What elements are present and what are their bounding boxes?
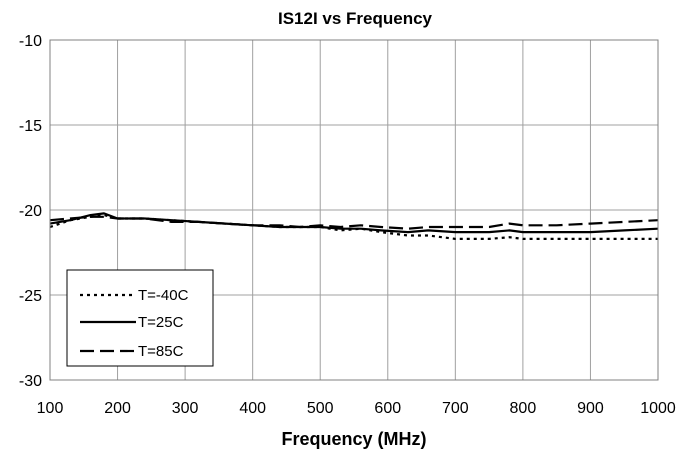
y-tick-label: -25 xyxy=(19,288,42,305)
x-tick-label: 500 xyxy=(307,400,334,417)
y-tick-label: -15 xyxy=(19,118,42,135)
y-tick-label: -20 xyxy=(19,203,42,220)
series-line-t85c xyxy=(49,215,659,230)
y-axis-ticks: -10 -15 -20 -25 -30 xyxy=(19,33,42,390)
x-tick-label: 600 xyxy=(374,400,401,417)
legend-label-t85c: T=85C xyxy=(138,343,184,360)
x-tick-label: 800 xyxy=(510,400,537,417)
x-tick-label: 900 xyxy=(577,400,604,417)
x-tick-label: 1000 xyxy=(640,400,676,417)
series-line-t25c xyxy=(49,212,659,234)
plot-frame xyxy=(49,39,659,381)
x-axis-ticks: 100 200 300 400 500 600 700 800 900 1000 xyxy=(37,400,676,417)
y-tick-label: -10 xyxy=(19,33,42,50)
series-layer xyxy=(49,212,659,240)
legend-label-t-40c: T=-40C xyxy=(138,287,189,304)
x-tick-label: 300 xyxy=(172,400,199,417)
x-tick-label: 700 xyxy=(442,400,469,417)
x-tick-label: 200 xyxy=(104,400,131,417)
x-tick-label: 100 xyxy=(37,400,64,417)
chart-title: IS12I vs Frequency xyxy=(278,9,433,28)
legend: T=-40C T=25C T=85C xyxy=(66,269,214,367)
legend-label-t25c: T=25C xyxy=(138,314,184,331)
y-tick-label: -30 xyxy=(19,373,42,390)
x-tick-label: 400 xyxy=(239,400,266,417)
x-axis-label: Frequency (MHz) xyxy=(281,429,426,449)
